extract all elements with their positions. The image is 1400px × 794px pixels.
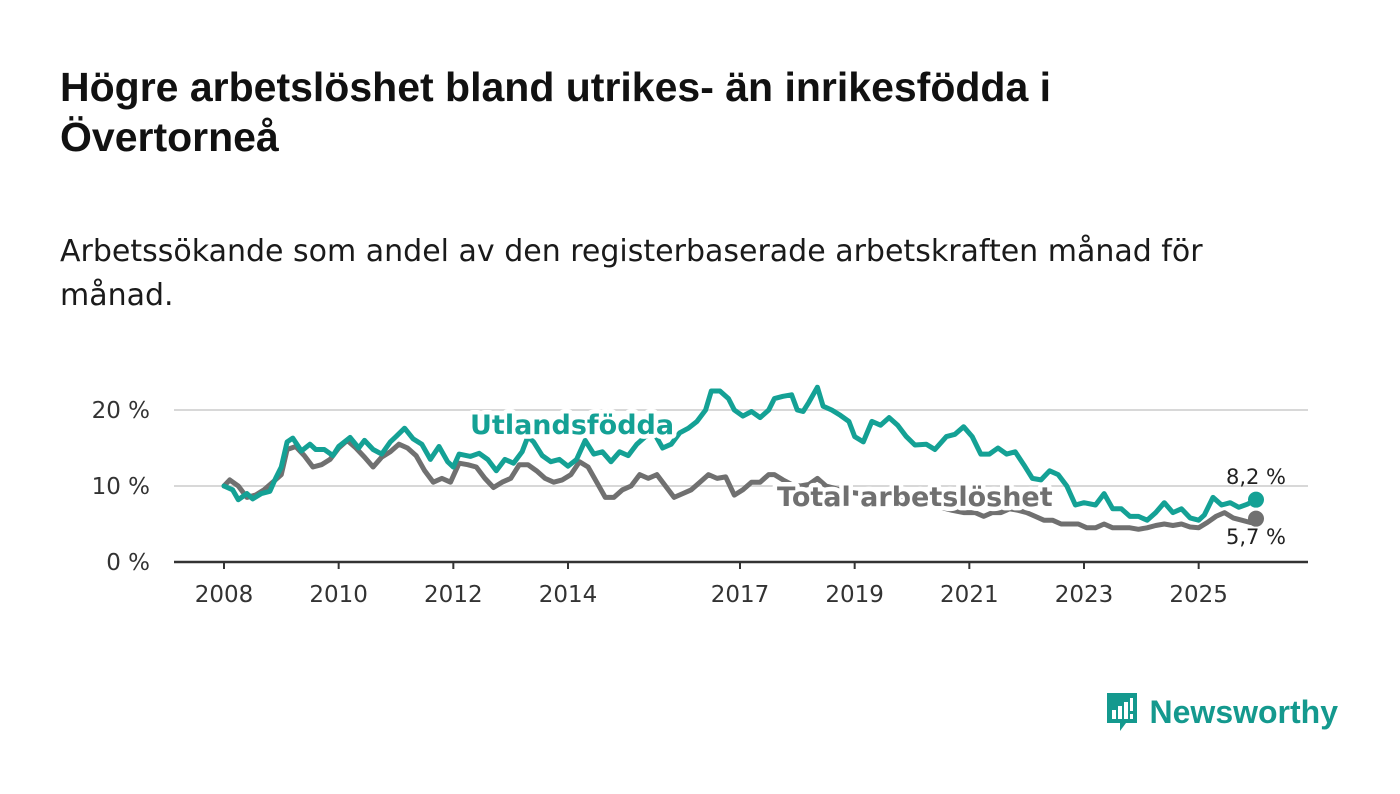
labels: 0 % 10 % 20 % 2008 2010 2012 2014 2017 2019 2021 2… [92,398,1286,608]
end-point-marker [1248,491,1264,508]
x-tick-label: 2008 [195,582,254,608]
x-tick-label: 2019 [825,582,884,608]
x-tick-label: 2021 [940,582,999,608]
x-tick-label: 2010 [309,582,368,608]
series-label-total: Total arbetslöshet [777,482,1053,513]
grid-lines [174,409,1308,487]
x-tick-label: 2014 [539,582,598,608]
end-point-marker [1248,510,1264,527]
y-tick-label: 20 % [92,398,150,424]
axes [174,560,1308,569]
brand-logo[interactable]: Newsworthy [1104,690,1338,734]
y-tick-label: 10 % [92,474,150,500]
series-label-utlandsfodda: Utlandsfödda [470,410,674,441]
chart-subtitle: Arbetssökande som andel av den registerb… [60,234,1203,313]
y-tick-label: 0 % [106,550,150,576]
x-tick-label: 2017 [711,582,770,608]
x-tick-label: 2012 [424,582,483,608]
series-lines [221,384,1264,532]
end-label-total: 5,7 % [1226,525,1286,549]
chart-title: Högre arbetslöshet bland utrikes- än inr… [60,64,1052,160]
x-tick-label: 2023 [1055,582,1114,608]
series-label-total-halo: Total arbetslöshet [777,482,1053,513]
newsworthy-logo-icon [1106,693,1137,731]
series-line-utlandsfodda [221,384,1259,523]
series-label-utlandsfodda-halo: Utlandsfödda [470,410,674,441]
brand-name: Newsworthy [1149,693,1338,730]
series-line-total [221,437,1259,532]
end-label-utlandsfodda: 8,2 % [1226,465,1286,489]
x-tick-label: 2025 [1169,582,1228,608]
